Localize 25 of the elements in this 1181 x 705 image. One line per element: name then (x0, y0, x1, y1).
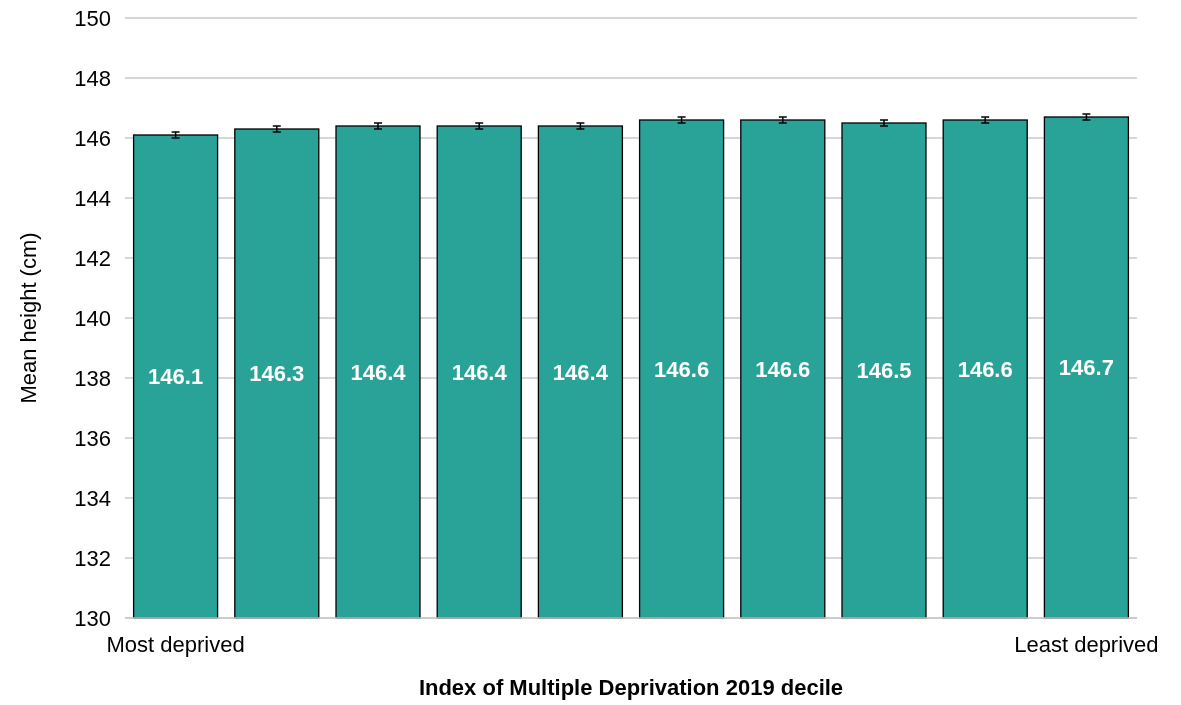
y-tick-label: 136 (74, 425, 111, 451)
y-tick-label: 130 (74, 605, 111, 631)
data-label: 146.5 (856, 358, 912, 383)
y-tick-label: 146 (74, 125, 111, 151)
y-tick-label: 144 (74, 185, 111, 211)
data-label: 146.4 (350, 359, 407, 385)
x-tick-label: Least deprived (1014, 632, 1159, 657)
data-label: 146.6 (755, 356, 811, 382)
y-tick-label: 142 (74, 245, 111, 271)
y-tick-label: 138 (74, 365, 111, 391)
x-axis-title: Index of Multiple Deprivation 2019 decile (418, 675, 844, 700)
data-label: 146.3 (249, 361, 305, 386)
data-label: 146.4 (552, 359, 609, 385)
y-axis-title: Mean height (cm) (16, 232, 41, 404)
data-label: 146.6 (957, 356, 1013, 382)
y-tick-label: 150 (74, 5, 111, 31)
y-tick-label: 140 (74, 305, 111, 331)
data-label: 146.1 (148, 364, 204, 389)
data-label: 146.7 (1058, 355, 1114, 380)
x-tick-label: Most deprived (106, 632, 245, 657)
y-tick-label: 148 (74, 65, 111, 91)
y-tick-label: 134 (74, 485, 111, 511)
y-tick-label: 132 (74, 545, 111, 571)
data-label: 146.4 (451, 359, 508, 385)
data-label: 146.6 (654, 356, 710, 382)
